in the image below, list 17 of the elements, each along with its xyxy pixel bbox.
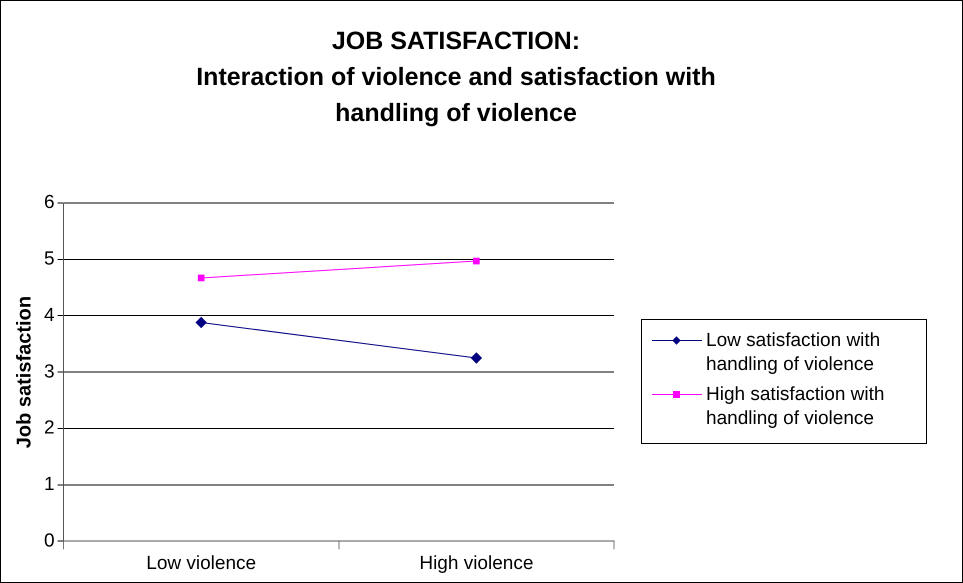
y-tick-label: 0 (44, 530, 55, 552)
y-tick-label: 1 (44, 474, 55, 496)
y-tick-label: 6 (44, 192, 55, 214)
point (470, 352, 482, 364)
point (196, 317, 207, 328)
y-tick-label: 3 (44, 361, 55, 382)
y-tick-label: 5 (44, 248, 55, 270)
legend-label: High satisfaction with handling of violence (706, 383, 886, 431)
y-tick-label: 2 (44, 418, 55, 439)
legend-label: Low satisfaction with handling of violence (706, 329, 882, 377)
point (198, 274, 205, 282)
point (473, 258, 480, 264)
y-axis-title: Job satisfaction (14, 296, 36, 448)
x-tick-label: Low violence (146, 552, 256, 574)
y-tick-label: 4 (44, 304, 55, 326)
chart-title: JOB SATISFACTION: Interaction of violence and satisfaction with handling of violence (195, 26, 717, 129)
x-tick-label: High violence (419, 552, 534, 574)
